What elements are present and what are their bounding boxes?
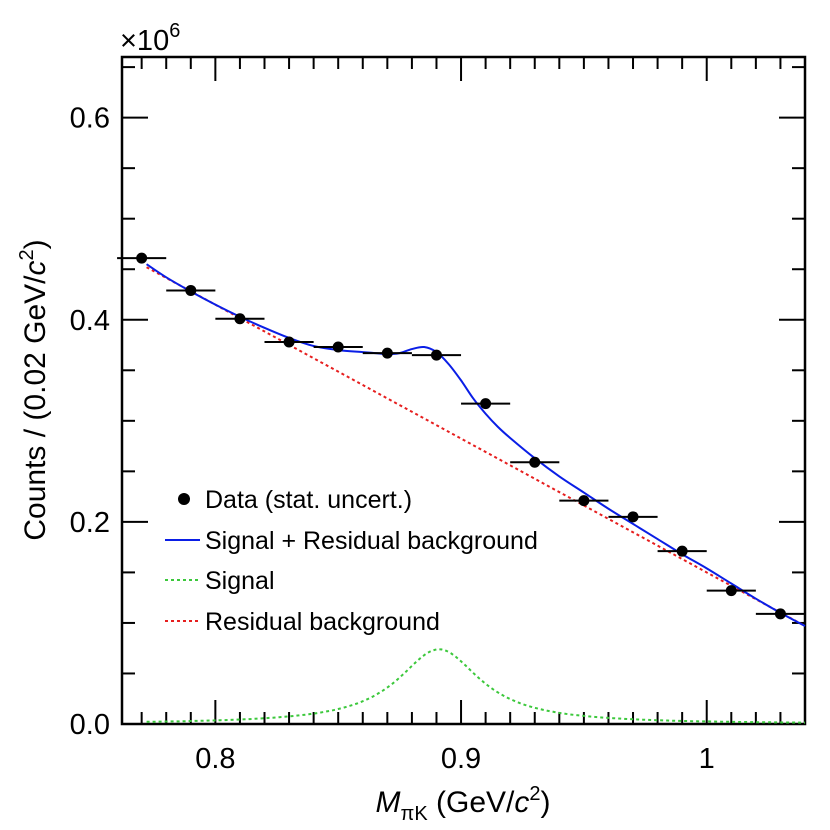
x-tick-label: 0.8 [195, 743, 235, 775]
data-point [136, 252, 148, 264]
legend-entry-data: Data (stat. uncert.) [178, 486, 412, 514]
legend-label-signal: Signal [205, 567, 275, 595]
total-fit-curve [146, 263, 806, 627]
legend-label-total: Signal + Residual background [205, 527, 538, 555]
curves [146, 263, 806, 724]
y-tick-label: 0.6 [70, 103, 110, 135]
background-curve [146, 266, 806, 627]
y-axis-label: Counts / (0.02 GeV/c2) [16, 239, 52, 540]
data-point [725, 585, 737, 597]
plot-area [117, 55, 807, 726]
legend-entry-total: Signal + Residual background [165, 527, 538, 555]
axis-ticks [122, 57, 806, 725]
y-tick-label: 0.4 [70, 305, 110, 337]
data-point [381, 347, 393, 359]
data-point [185, 284, 197, 296]
data-point [283, 336, 295, 348]
data-point [234, 313, 246, 325]
y-tick-label: 0.0 [70, 709, 110, 741]
x-tick-label: 0.9 [441, 743, 481, 775]
data-point [627, 511, 639, 523]
data-point [529, 456, 541, 468]
x-axis-label: MπK (GeV/c2) [376, 783, 551, 825]
legend-label-data: Data (stat. uncert.) [205, 486, 412, 514]
legend: Data (stat. uncert.) Signal + Residual b… [165, 486, 538, 636]
legend-entry-background: Residual background [165, 608, 440, 636]
legend-entry-signal: Signal [165, 567, 275, 595]
data-point [676, 545, 688, 557]
data-point [578, 495, 590, 507]
x-tick-label: 1 [699, 743, 715, 775]
tick-labels: 0.8 0.9 1 0.0 0.2 0.4 0.6 [70, 103, 715, 775]
data-point [430, 349, 442, 361]
y-tick-label: 0.2 [70, 507, 110, 539]
legend-marker-data [178, 493, 190, 505]
data-point [480, 398, 492, 410]
data-point [332, 341, 344, 353]
y-multiplier: ×106 [120, 20, 180, 57]
data-point [774, 608, 786, 620]
data-points [117, 252, 805, 620]
plot-frame [120, 55, 807, 726]
signal-curve [146, 648, 805, 724]
legend-label-background: Residual background [205, 608, 440, 636]
